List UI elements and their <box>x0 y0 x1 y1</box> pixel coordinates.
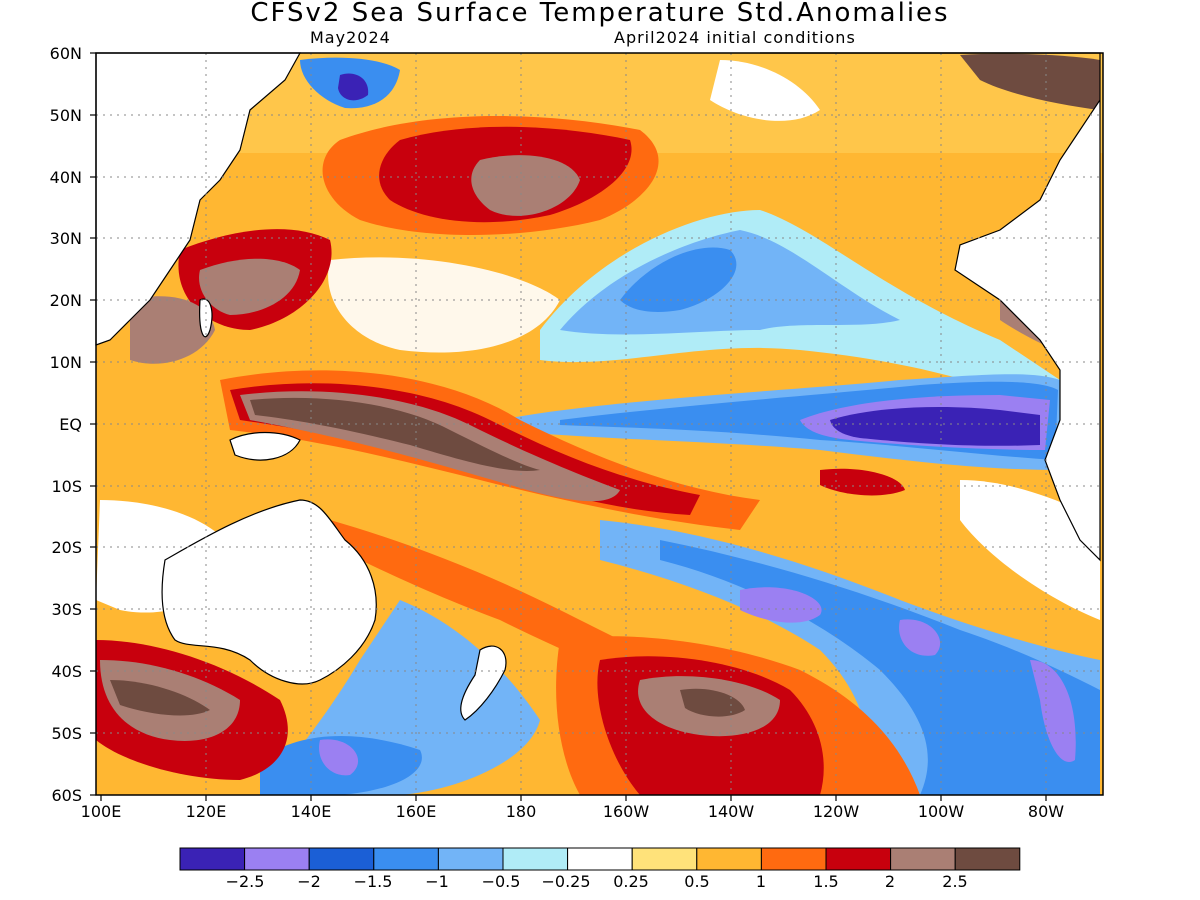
colorbar-swatch <box>373 847 439 871</box>
colorbar-swatch <box>631 847 698 871</box>
colorbar-label: −1 <box>425 872 449 891</box>
lat-label: 50N <box>49 106 82 125</box>
colorbar-swatch <box>954 847 1021 871</box>
lon-label: 100E <box>80 802 122 821</box>
land <box>95 52 1101 721</box>
lat-label: 60S <box>51 786 82 805</box>
lat-label: 40N <box>49 168 82 187</box>
colorbar-label: −0.25 <box>541 872 591 891</box>
lon-label: 120E <box>185 802 227 821</box>
colorbar-swatch <box>825 847 892 871</box>
colorbar-swatch <box>696 847 762 871</box>
new-guinea-landmass <box>229 431 301 461</box>
new-zealand-landmass <box>460 645 507 721</box>
colorbar-label: 2.5 <box>942 872 968 891</box>
anomaly-field <box>96 53 1103 795</box>
colorbar-label: −1.5 <box>353 872 393 891</box>
colorbar-label: 1.5 <box>813 872 839 891</box>
forecast-month: May2024 <box>310 28 391 47</box>
lon-label: 180 <box>505 802 537 821</box>
colorbar-label: 1 <box>755 872 767 891</box>
lat-label: 20N <box>49 291 82 310</box>
colorbar-swatch <box>179 847 246 871</box>
lon-label: 80W <box>1027 802 1065 821</box>
colorbar-swatch <box>890 847 956 871</box>
philippines-landmass <box>199 298 213 338</box>
colorbar-swatch <box>308 847 375 871</box>
lat-label: 50S <box>51 724 82 743</box>
graticule <box>96 53 1103 795</box>
colorbar-label: −0.5 <box>481 872 521 891</box>
lat-label: 10N <box>49 353 82 372</box>
asia-landmass <box>95 52 302 346</box>
lat-label: 20S <box>51 538 82 557</box>
colorbar-swatch <box>244 847 310 871</box>
lon-label: 140E <box>290 802 332 821</box>
colorbar-swatch <box>760 847 827 871</box>
colorbar-label: 0.25 <box>613 872 649 891</box>
colorbar-label: 0.5 <box>684 872 710 891</box>
lat-label: 60N <box>49 44 82 63</box>
lat-label: 30N <box>49 229 82 248</box>
lat-label: EQ <box>59 415 82 434</box>
lon-label: 160W <box>602 802 650 821</box>
lat-label: 30S <box>51 600 82 619</box>
colorbar <box>179 847 1021 871</box>
colorbar-label: 2 <box>884 872 896 891</box>
axis-ticks <box>90 52 1047 801</box>
lon-label: 140W <box>707 802 755 821</box>
colorbar-label: −2.5 <box>225 872 265 891</box>
colorbar-label: −2 <box>297 872 321 891</box>
lon-label: 160E <box>395 802 437 821</box>
colorbar-swatch <box>502 847 569 871</box>
lon-label: 100W <box>917 802 965 821</box>
colorbar-swatch <box>437 847 504 871</box>
lat-label: 40S <box>51 662 82 681</box>
australia-landmass <box>161 499 377 685</box>
lat-label: 10S <box>51 477 82 496</box>
lon-label: 120W <box>812 802 860 821</box>
colorbar-swatch <box>567 847 633 871</box>
map-title: CFSv2 Sea Surface Temperature Std.Anomal… <box>250 0 950 28</box>
initial-conditions: April2024 initial conditions <box>614 28 856 47</box>
